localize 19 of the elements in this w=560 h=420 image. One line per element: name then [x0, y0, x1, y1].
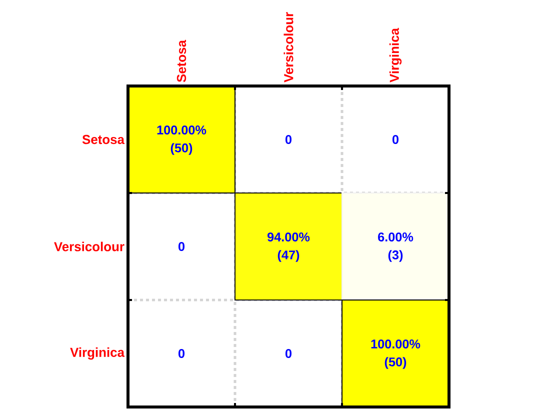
- data-label: 0: [392, 135, 398, 144]
- x-tick-label: Setosa: [176, 40, 186, 82]
- data-label: 0: [178, 349, 184, 358]
- y-tick-label: Setosa: [82, 134, 125, 144]
- data-label: 94.00%: [267, 232, 310, 242]
- y-tick-label: Virginica: [70, 347, 125, 360]
- x-tick-label: Versicolour: [284, 12, 294, 82]
- data-label: 100.00%: [157, 126, 206, 134]
- annotation: (3): [388, 250, 403, 262]
- x-tick-label: Virginica: [389, 28, 402, 82]
- data-label: 100.00%: [371, 340, 420, 348]
- annotation: (50): [170, 143, 192, 155]
- data-label: 0: [178, 242, 184, 251]
- y-tick-label: Versicolour: [54, 242, 124, 252]
- data-label: 0: [285, 135, 292, 144]
- annotation: (50): [384, 357, 406, 369]
- data-label: 6.00%: [378, 232, 414, 242]
- data-label: 0: [285, 349, 292, 358]
- annotation: (47): [278, 250, 300, 262]
